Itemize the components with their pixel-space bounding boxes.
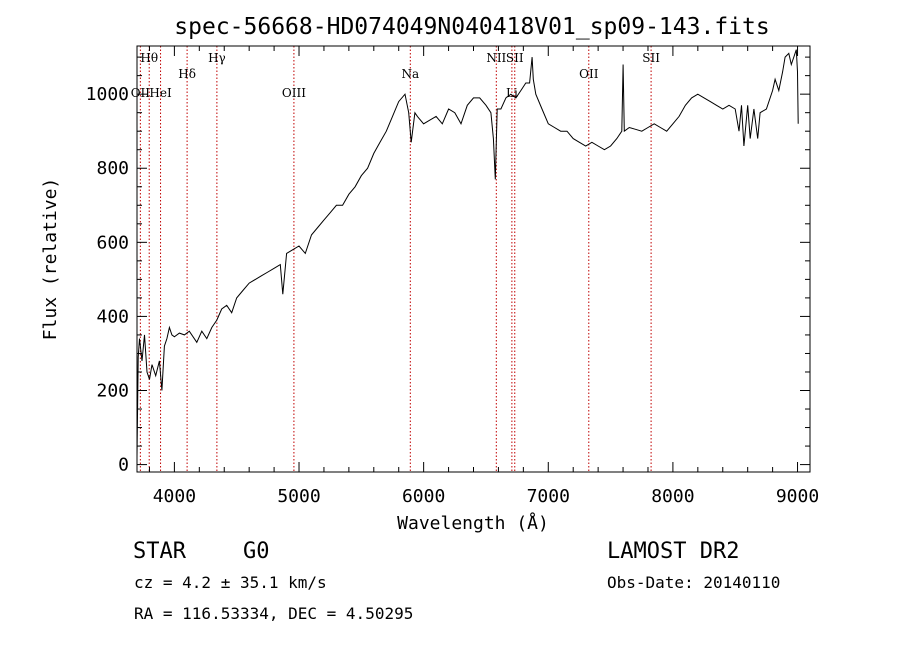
line-marker-label: NII	[486, 51, 506, 65]
line-marker-label: OII	[579, 67, 599, 81]
y-tick-label: 800	[96, 158, 129, 179]
y-tick-label: 200	[96, 381, 129, 402]
x-tick-label: 5000	[277, 486, 320, 507]
y-tick-label: 400	[96, 306, 129, 327]
line-marker-label: Hδ	[178, 67, 196, 81]
x-tick-label: 7000	[527, 486, 570, 507]
y-axis-ticks: 0 200 400 600 800 1000	[86, 56, 810, 476]
survey-name: LAMOST DR2	[607, 539, 739, 564]
y-tick-label: 0	[118, 455, 129, 476]
redshift-readout: cz = 4.2 ± 35.1 km/s	[134, 573, 327, 592]
line-marker-label: Hθ	[140, 51, 158, 65]
coordinates: RA = 116.53334, DEC = 4.50295	[134, 604, 413, 623]
line-marker-label: OII	[131, 86, 151, 100]
line-marker-label: Na	[401, 67, 419, 81]
plot-frame	[136, 45, 811, 473]
object-class: STAR	[133, 539, 187, 564]
line-marker-label: SII	[642, 51, 660, 65]
line-marker-label: Hγ	[208, 51, 226, 65]
line-marker-label: SII	[506, 51, 524, 65]
x-tick-label: 6000	[402, 486, 445, 507]
plot-area	[136, 49, 799, 458]
y-axis-label: Flux (relative)	[40, 178, 61, 341]
x-axis-ticks: 4000 5000 6000 7000 8000 9000	[148, 46, 819, 507]
y-tick-label: 1000	[86, 84, 129, 105]
line-marker-label: OIII	[282, 86, 306, 100]
x-tick-label: 9000	[776, 486, 819, 507]
line-marker-label: HeI	[149, 86, 172, 100]
x-tick-label: 8000	[651, 486, 694, 507]
x-tick-label: 4000	[153, 486, 196, 507]
obs-date: Obs-Date: 20140110	[607, 573, 780, 592]
object-subclass: G0	[243, 539, 270, 564]
x-axis-label: Wavelength (Å)	[397, 512, 549, 534]
spectrum-line	[136, 49, 799, 458]
y-tick-label: 600	[96, 232, 129, 253]
chart-title: spec-56668-HD074049N040418V01_sp09-143.f…	[174, 14, 769, 40]
line-marker-label: Li	[506, 86, 518, 100]
